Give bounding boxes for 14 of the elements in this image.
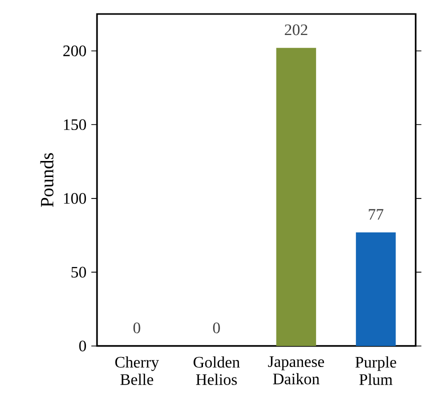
x-tick-label: Cherry Belle — [115, 356, 159, 385]
data-label: 0 — [213, 322, 220, 334]
y-tick-label: 200 — [63, 45, 86, 56]
y-tick-label: 150 — [64, 119, 86, 130]
y-axis-title: Pounds — [40, 153, 54, 207]
x-tick-label: Golden Helios — [194, 356, 240, 385]
data-label: 202 — [284, 24, 308, 36]
data-label: 0 — [133, 322, 140, 334]
y-tick-label: 0 — [79, 340, 86, 352]
y-tick-label: 100 — [64, 193, 86, 204]
x-tick-label: Purple Plum — [355, 356, 396, 385]
x-tick-label: Japanese Daikon — [268, 356, 324, 384]
data-label: 77 — [368, 209, 384, 220]
y-tick-label: 50 — [72, 266, 86, 278]
